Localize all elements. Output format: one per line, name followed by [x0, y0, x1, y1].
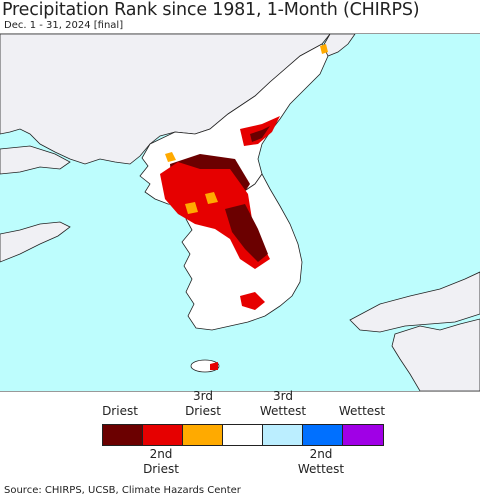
- swatch-2nd-driest: [143, 425, 183, 445]
- rank-shading: [160, 44, 328, 370]
- japan-kyushu: [391, 318, 480, 391]
- map-subtitle: Dec. 1 - 31, 2024 [final]: [4, 20, 124, 31]
- source-footer: Source: CHIRPS, UCSB, Climate Hazards Ce…: [4, 485, 241, 496]
- swatch-2nd-wettest: [303, 425, 343, 445]
- swatch-3rd-wettest: [263, 425, 303, 445]
- shandong-peninsula: [0, 221, 71, 263]
- swatch-3rd-driest: [183, 425, 223, 445]
- map-title: Precipitation Rank since 1981, 1-Month (…: [2, 0, 420, 20]
- legend-label-2nd-wettest: 2nd Wettest: [297, 447, 345, 476]
- liaodong-peninsula: [0, 145, 71, 175]
- precipitation-map: [0, 34, 480, 391]
- legend-label-wettest: Wettest: [338, 404, 386, 418]
- legend-label-3rd-driest: 3rd Driest: [185, 389, 221, 418]
- swatch-normal: [223, 425, 263, 445]
- legend-label-driest: Driest: [102, 404, 138, 418]
- japan-honshu: [349, 271, 480, 333]
- swatch-wettest: [343, 425, 383, 445]
- legend-label-2nd-driest: 2nd Driest: [143, 447, 179, 476]
- legend-label-3rd-wettest: 3rd Wettest: [259, 389, 307, 418]
- legend-color-bar: [102, 424, 384, 446]
- map-panel: [0, 33, 480, 392]
- swatch-driest: [103, 425, 143, 445]
